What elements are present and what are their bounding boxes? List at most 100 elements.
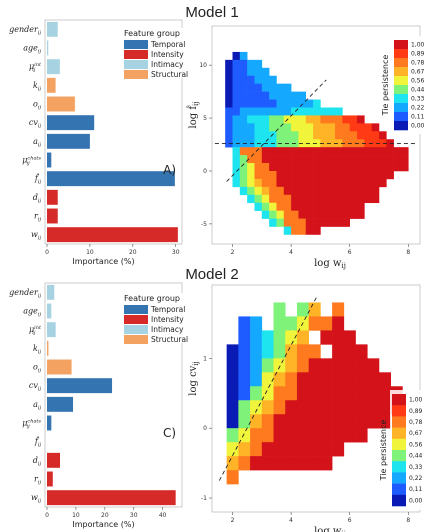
- heatmap-cell: [332, 414, 345, 429]
- bar: [47, 303, 52, 319]
- heatmap-cell: [335, 170, 343, 180]
- heatmap-cell: [291, 178, 299, 188]
- heatmap-cell: [393, 155, 402, 164]
- bar-label: oij: [33, 363, 41, 374]
- bar-label: wij: [31, 230, 41, 241]
- heatmap-cell: [254, 186, 263, 196]
- x-tick-label: 10: [72, 512, 80, 519]
- colorbar-title: Tie persistence: [379, 420, 388, 482]
- heatmap-cell: [238, 344, 251, 359]
- x-tick-label: 20: [129, 249, 137, 256]
- heatmap-cell: [320, 210, 329, 219]
- heatmap-cell: [371, 194, 380, 204]
- heatmap-cell: [308, 358, 321, 373]
- colorbar-swatch: [394, 40, 408, 50]
- heatmap-cell: [232, 59, 241, 69]
- colorbar-swatch: [392, 394, 406, 406]
- heatmap-cell: [332, 358, 345, 373]
- heatmap-cell: [305, 163, 314, 172]
- heatmap-cell: [308, 386, 321, 401]
- heatmap-cell: [261, 67, 270, 77]
- heatmap-cell: [327, 178, 336, 188]
- heatmap-cell: [225, 59, 233, 69]
- heatmap-cell: [261, 358, 274, 373]
- colorbar-swatch: [394, 112, 408, 122]
- heatmap-cell: [313, 99, 321, 108]
- heatmap-cell: [225, 107, 233, 116]
- heatmap-cell: [238, 442, 251, 457]
- heatmap-cell: [342, 163, 350, 172]
- bar-label: kij: [33, 81, 41, 92]
- heatmap-cell: [342, 147, 350, 156]
- heatmap-cell: [296, 344, 309, 359]
- heatmap-cell: [313, 202, 321, 211]
- heatmap-cell: [269, 178, 277, 188]
- heatmap-cell: [305, 194, 314, 204]
- heatmap-cell: [342, 155, 350, 164]
- heatmap-cell: [250, 428, 263, 443]
- heatmap-cell: [247, 131, 255, 140]
- heatmap-cell: [335, 131, 343, 140]
- heatmap-cell: [342, 115, 350, 124]
- heatmap-cell: [371, 131, 380, 140]
- heatmap-cell: [320, 107, 329, 116]
- heatmap-cell: [343, 414, 356, 429]
- heatmap-cell: [247, 194, 255, 204]
- heatmap-cell: [254, 163, 263, 172]
- heatmap-cell: [313, 115, 321, 124]
- colorbar-tick-label: 0,33: [411, 96, 425, 103]
- y-tick-label: 0: [203, 425, 207, 432]
- heatmap-cell: [250, 358, 263, 373]
- heatmap-cell: [357, 139, 365, 148]
- heatmap-cell: [291, 202, 299, 211]
- heatmap-cell: [378, 386, 392, 401]
- legend-label: Intimacy: [151, 60, 184, 69]
- heatmap-cell: [313, 147, 321, 156]
- heatmap-cell: [261, 163, 270, 172]
- heatmap-cell: [327, 170, 336, 180]
- bar: [47, 21, 58, 37]
- heatmap-cell: [261, 186, 270, 196]
- legend-label: Intensity: [151, 50, 184, 59]
- heatmap-cell: [238, 386, 251, 401]
- heatmap-cell: [232, 51, 241, 61]
- heatmap-cell: [239, 75, 248, 84]
- heatmap-cell: [296, 302, 309, 317]
- heatmap-cell: [371, 178, 380, 188]
- heatmap-cell: [320, 400, 333, 415]
- heatmap-cell: [276, 178, 285, 188]
- heatmap-cell: [226, 358, 239, 373]
- heatmap-cell: [276, 155, 285, 164]
- heatmap-cell: [291, 91, 299, 100]
- heatmap-cell: [296, 358, 309, 373]
- heatmap-cell: [367, 372, 380, 387]
- heatmap-cell: [320, 178, 329, 188]
- heatmap-cell: [378, 147, 387, 156]
- heatmap-cell: [254, 202, 263, 211]
- heatmap-cell: [269, 194, 277, 204]
- colorbar-tick-label: 0,44: [411, 87, 425, 94]
- colorbar-tick-label: 0,67: [409, 430, 423, 437]
- heatmap-cell: [357, 170, 365, 180]
- heatmap-cell: [305, 226, 314, 235]
- x-tick-label: 2: [231, 249, 235, 256]
- bar-label: ageij: [23, 44, 41, 55]
- heatmap-cell: [285, 358, 298, 373]
- bar: [47, 208, 58, 224]
- heatmap-cell: [276, 131, 285, 140]
- heatmap-cell: [250, 442, 263, 457]
- heatmap-cell: [349, 163, 358, 172]
- heatmap-cell: [355, 372, 368, 387]
- heatmap-cell: [276, 123, 285, 132]
- heatmap-cell: [313, 155, 321, 164]
- heatmap-cell: [247, 99, 255, 108]
- bar: [47, 490, 176, 506]
- bar-label: dij: [33, 193, 42, 204]
- heatmap-cell: [313, 123, 321, 132]
- heatmap-cell: [226, 470, 239, 485]
- heatmap-cell: [261, 115, 270, 124]
- heatmap-cell: [298, 170, 307, 180]
- colorbar-tick-label: 0,89: [411, 51, 425, 58]
- heatmap-cell: [400, 155, 409, 164]
- colorbar-tick-label: 0,44: [409, 453, 423, 460]
